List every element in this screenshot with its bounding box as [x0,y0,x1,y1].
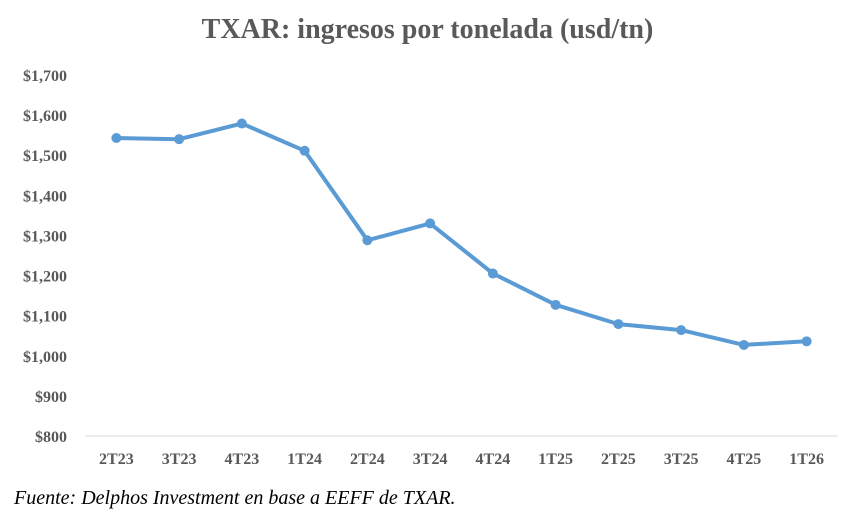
data-points [111,118,812,350]
y-tick-label: $1,700 [23,68,67,85]
x-tick-label: 1T24 [287,451,322,468]
x-tick-label: 4T23 [225,451,260,468]
x-tick-label: 2T24 [350,451,385,468]
y-tick-label: $800 [35,429,67,446]
x-tick-label: 3T25 [664,451,699,468]
data-point [676,325,687,336]
data-point [425,218,436,229]
data-point [174,134,185,145]
x-tick-label: 3T23 [162,451,197,468]
x-tick-label: 2T23 [99,451,134,468]
data-point [236,118,247,129]
x-tick-label: 1T25 [538,451,573,468]
y-axis-tick-labels: $800 $900 $1,000 $1,100 $1,200 $1,300 $1,400 $1… [23,68,67,446]
series-line [114,121,809,347]
data-point [111,132,122,143]
x-tick-label: 3T24 [413,451,448,468]
y-tick-label: $1,500 [23,148,67,165]
data-point [299,145,310,156]
y-tick-label: $1,300 [23,228,67,245]
y-tick-label: $1,100 [23,309,67,326]
x-tick-label: 2T25 [601,451,636,468]
y-tick-label: $1,400 [23,188,67,205]
data-point [362,235,373,246]
data-point [487,268,498,279]
chart-title: TXAR: ingresos por tonelada (usd/tn) [201,14,654,45]
x-tick-label: 4T24 [476,451,511,468]
y-tick-label: $1,600 [23,108,67,125]
data-point [801,336,812,347]
x-axis-tick-labels: 2T23 3T23 4T23 1T24 2T24 3T24 4T24 1T25 2T25 3T25… [99,451,824,468]
x-tick-label: 1T26 [789,451,824,468]
y-tick-label: $1,000 [23,349,67,366]
y-tick-label: $1,200 [23,269,67,286]
x-tick-label: 4T25 [727,451,762,468]
source-note: Fuente: Delphos Investment en base a EEF… [14,487,456,509]
data-point [613,319,624,330]
data-point [550,299,561,310]
data-point [738,339,749,350]
y-tick-label: $900 [35,389,67,406]
